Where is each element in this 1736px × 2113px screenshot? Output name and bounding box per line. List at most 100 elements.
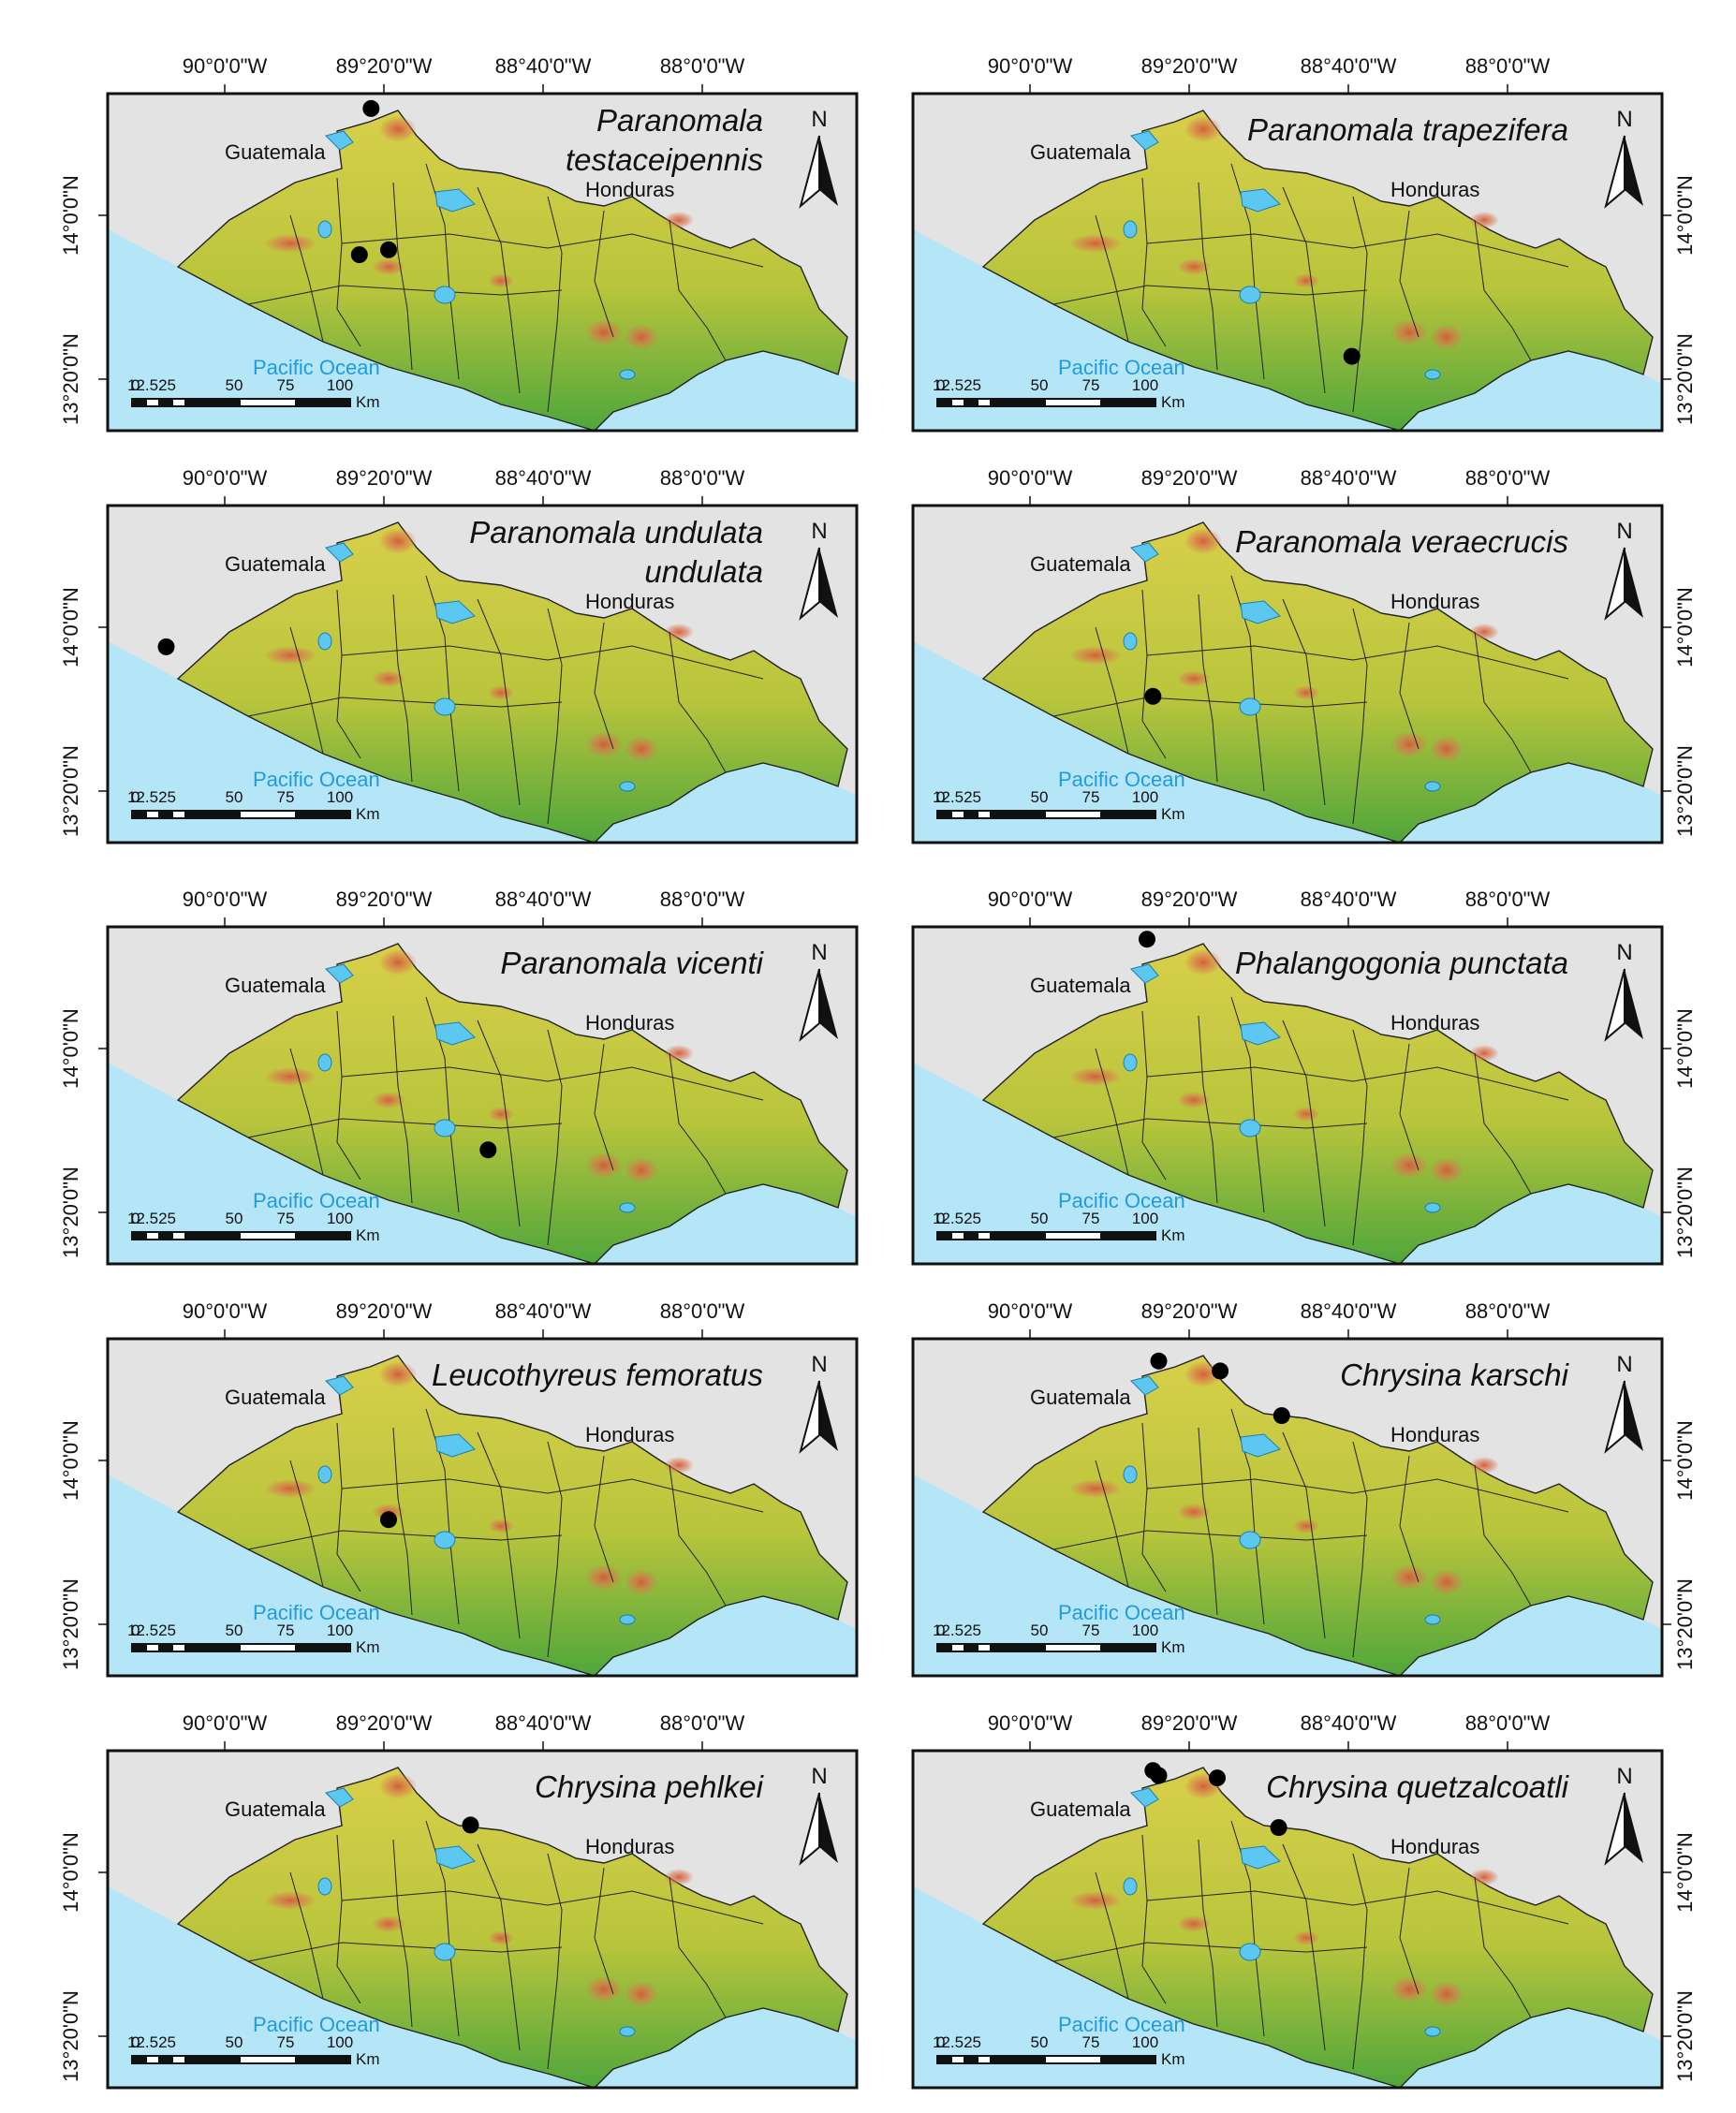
longitude-label: 88°0'0"W	[1465, 888, 1551, 911]
scale-number: 75	[1082, 788, 1100, 806]
scale-number: 50	[226, 1621, 243, 1639]
north-arrow-icon: N	[800, 940, 839, 1040]
map-frame	[911, 925, 1664, 1266]
label-guatemala: Guatemala	[1030, 552, 1131, 576]
longitude-label: 88°40'0"W	[1301, 466, 1397, 490]
north-label: N	[1616, 1764, 1632, 1789]
scale-number: 0	[936, 2033, 945, 2051]
scale-number: 75	[277, 1621, 295, 1639]
scale-number: 12.525	[127, 2033, 176, 2051]
longitude-label: 89°20'0"W	[336, 1711, 433, 1735]
map-frame	[911, 1337, 1664, 1678]
longitude-label: 89°20'0"W	[336, 1299, 433, 1323]
map-panel: 90°0'0"W 89°20'0"W 88°40'0"W 88°0'0"W 14°0'0…	[911, 1711, 1697, 2090]
latitude-label: 14°0'0"N	[59, 1420, 82, 1501]
scale-number: 100	[1132, 2033, 1158, 2051]
scale-number: 75	[277, 1210, 295, 1227]
longitude-label: 88°0'0"W	[1465, 1711, 1551, 1735]
map-panel: 90°0'0"W 89°20'0"W 88°40'0"W 88°0'0"W 14°0'0…	[59, 54, 859, 433]
scale-unit: Km	[356, 393, 380, 411]
label-pacific-ocean: Pacific Ocean	[1058, 2013, 1185, 2036]
north-label: N	[811, 107, 827, 132]
north-arrow-icon: N	[1605, 107, 1644, 207]
scale-number: 50	[226, 2033, 243, 2051]
label-honduras: Honduras	[585, 1011, 674, 1034]
scale-number: 12.525	[127, 1621, 176, 1639]
latitude-label: 14°0'0"N	[1673, 1832, 1697, 1913]
label-pacific-ocean: Pacific Ocean	[253, 356, 380, 379]
scale-number: 100	[327, 1210, 353, 1227]
longitude-label: 89°20'0"W	[336, 54, 433, 78]
label-honduras: Honduras	[1390, 1835, 1479, 1858]
species-name: testaceipennis	[566, 142, 763, 177]
longitude-label: 90°0'0"W	[988, 1299, 1073, 1323]
north-label: N	[1616, 940, 1632, 965]
scale-number: 0	[131, 2033, 140, 2051]
latitude-label: 13°20'0"N	[1673, 333, 1697, 425]
map-panel: 90°0'0"W 89°20'0"W 88°40'0"W 88°0'0"W 14°0'0…	[59, 466, 859, 844]
scale-unit: Km	[1161, 393, 1185, 411]
scale-number: 12.525	[127, 376, 176, 394]
latitude-label: 13°20'0"N	[59, 745, 82, 837]
north-arrow-icon: N	[1605, 940, 1644, 1040]
map-panel: 90°0'0"W 89°20'0"W 88°40'0"W 88°0'0"W 14°0'0…	[911, 888, 1697, 1266]
longitude-label: 88°40'0"W	[1301, 54, 1397, 78]
scale-number: 100	[1132, 788, 1158, 806]
north-arrow-icon: N	[800, 1352, 839, 1452]
scale-number: 50	[1031, 1210, 1049, 1227]
scale-number: 50	[1031, 376, 1049, 394]
scale-unit: Km	[1161, 1226, 1185, 1244]
latitude-label: 13°20'0"N	[1673, 745, 1697, 837]
map-frame	[106, 92, 859, 433]
occurrence-record	[462, 1816, 479, 1834]
occurrence-record	[1273, 1407, 1290, 1425]
label-guatemala: Guatemala	[225, 140, 326, 164]
north-arrow-icon: N	[800, 107, 839, 207]
longitude-label: 90°0'0"W	[988, 466, 1073, 490]
scale-number: 100	[1132, 1621, 1158, 1639]
longitude-label: 88°40'0"W	[495, 1711, 592, 1735]
occurrence-record	[1212, 1362, 1229, 1380]
scale-number: 12.525	[933, 1621, 981, 1639]
scale-number: 50	[1031, 788, 1049, 806]
latitude-label: 14°0'0"N	[1673, 587, 1697, 668]
latitude-label: 13°20'0"N	[1673, 1167, 1697, 1258]
occurrence-record	[362, 99, 380, 117]
label-guatemala: Guatemala	[1030, 1386, 1131, 1409]
scale-number: 50	[226, 376, 243, 394]
longitude-label: 88°40'0"W	[495, 888, 592, 911]
north-arrow-icon: N	[800, 519, 839, 619]
scale-unit: Km	[356, 1226, 380, 1244]
longitude-label: 89°20'0"W	[336, 466, 433, 490]
occurrence-record	[1270, 1819, 1287, 1837]
scale-number: 0	[936, 376, 945, 394]
occurrence-record	[1150, 1352, 1168, 1370]
label-pacific-ocean: Pacific Ocean	[253, 2013, 380, 2036]
label-pacific-ocean: Pacific Ocean	[253, 1189, 380, 1212]
north-arrow-icon: N	[800, 1764, 839, 1864]
occurrence-record	[1139, 931, 1155, 948]
latitude-label: 14°0'0"N	[59, 1008, 82, 1089]
scale-number: 0	[936, 788, 945, 806]
label-guatemala: Guatemala	[1030, 140, 1131, 164]
scale-unit: Km	[356, 805, 380, 823]
scale-number: 100	[327, 1621, 353, 1639]
label-guatemala: Guatemala	[225, 1386, 326, 1409]
occurrence-record	[1209, 1769, 1226, 1787]
scale-unit: Km	[1161, 805, 1185, 823]
latitude-label: 14°0'0"N	[59, 175, 82, 256]
label-honduras: Honduras	[1390, 1423, 1479, 1446]
scale-number: 12.525	[127, 788, 176, 806]
longitude-label: 88°0'0"W	[660, 1299, 745, 1323]
latitude-label: 13°20'0"N	[59, 1167, 82, 1258]
longitude-label: 89°20'0"W	[1141, 888, 1238, 911]
occurrence-record	[350, 246, 368, 264]
latitude-label: 13°20'0"N	[1673, 1578, 1697, 1670]
scale-number: 0	[936, 1210, 945, 1227]
longitude-label: 90°0'0"W	[988, 1711, 1073, 1735]
